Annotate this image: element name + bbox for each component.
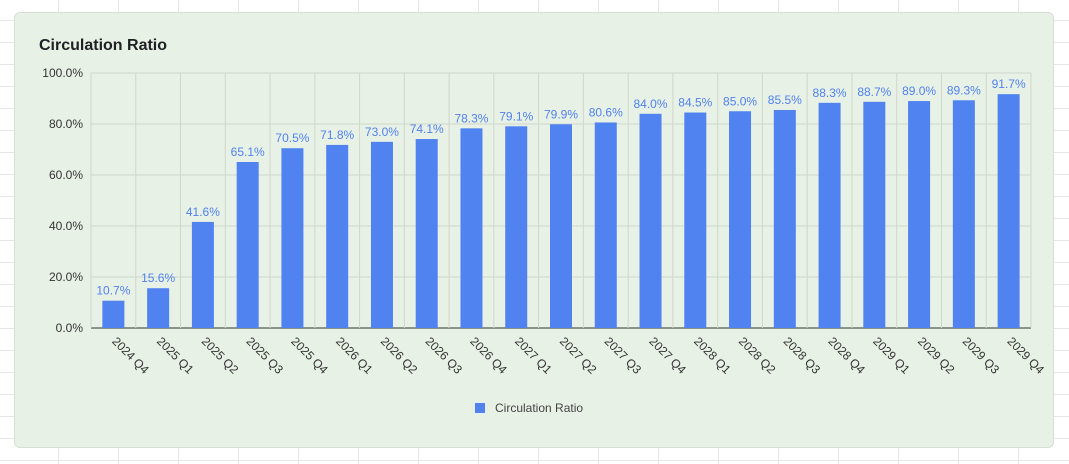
x-tick-label: 2029 Q4 [1004,334,1047,377]
data-label: 88.3% [813,86,847,100]
y-tick-label: 40.0% [49,219,83,233]
x-tick-label: 2028 Q3 [781,334,824,377]
data-label: 41.6% [186,205,220,219]
data-label: 79.9% [544,107,578,121]
x-tick-label: 2029 Q1 [870,334,913,377]
y-tick-label: 20.0% [49,270,83,284]
data-label: 70.5% [275,131,309,145]
legend-label: Circulation Ratio [495,401,584,415]
bar [191,221,214,328]
y-tick-label: 80.0% [49,117,83,131]
data-label: 84.0% [634,97,668,111]
bar [326,144,349,328]
x-tick-label: 2025 Q1 [154,334,197,377]
bar [863,101,886,328]
bar [729,111,752,328]
data-label: 73.0% [365,125,399,139]
data-label: 79.1% [499,109,533,123]
bar [505,126,528,328]
x-tick-label: 2028 Q2 [736,334,779,377]
bar [684,112,707,329]
bar [773,109,796,328]
x-tick-label: 2025 Q4 [288,334,331,377]
bar [639,113,662,328]
data-label: 74.1% [410,122,444,136]
data-label: 84.5% [678,96,712,110]
legend-swatch [475,403,485,413]
bar [281,148,304,328]
chart-title: Circulation Ratio [39,37,168,54]
data-label: 71.8% [320,128,354,142]
x-tick-label: 2029 Q2 [915,334,958,377]
x-tick-label: 2027 Q2 [557,334,600,377]
bar [236,161,259,328]
bar [550,124,572,328]
data-label: 15.6% [141,271,175,285]
y-tick-label: 60.0% [49,168,83,182]
bar [415,139,438,328]
data-label: 85.5% [768,93,802,107]
x-tick-label: 2025 Q2 [199,334,242,377]
data-label: 65.1% [231,145,265,159]
bar [818,102,841,329]
x-tick-label: 2028 Q4 [825,334,868,377]
bar [997,94,1020,328]
data-label: 91.7% [992,77,1026,91]
bar [460,128,483,328]
x-tick-label: 2027 Q4 [646,334,689,377]
bar [147,288,170,328]
data-label: 80.6% [589,105,623,119]
data-label: 85.0% [723,94,757,108]
y-tick-label: 0.0% [56,321,84,335]
x-tick-label: 2027 Q3 [602,334,645,377]
x-tick-label: 2028 Q1 [691,334,734,377]
x-tick-label: 2026 Q4 [467,334,510,377]
data-label: 10.7% [96,284,130,298]
x-tick-label: 2026 Q1 [333,334,376,377]
bar [908,101,931,328]
data-label: 78.3% [454,111,488,125]
data-label: 89.3% [947,83,981,97]
data-label: 89.0% [902,84,936,98]
chart-container[interactable]: Circulation Ratio 0.0% 20.0% 40.0% 60.0% 80.… [14,12,1054,448]
x-tick-label: 2029 Q3 [960,334,1003,377]
chart-legend[interactable]: Circulation Ratio [475,401,583,415]
x-tick-label: 2027 Q1 [512,334,555,377]
bar [102,300,125,328]
y-tick-label: 100.0% [42,66,83,80]
bar-chart: 0.0% 20.0% 40.0% 60.0% 80.0% 100.0% 10.7% 2024 … [42,66,1047,377]
x-tick-label: 2026 Q2 [378,334,421,377]
data-label: 88.7% [857,85,891,99]
bar [370,141,393,328]
x-tick-label: 2024 Q4 [109,334,152,377]
bar [952,100,975,328]
x-tick-label: 2026 Q3 [423,334,466,377]
bar [594,122,617,328]
x-tick-label: 2025 Q3 [244,334,287,377]
